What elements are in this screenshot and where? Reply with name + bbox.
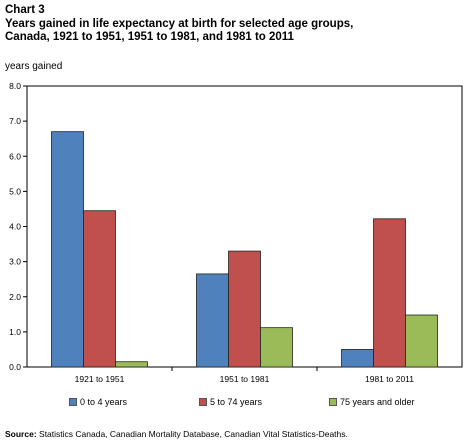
- x-category-label: 1951 to 1981: [220, 374, 270, 384]
- y-tick-label: 6.0: [9, 151, 21, 161]
- bar: [373, 218, 406, 368]
- bar: [115, 361, 148, 368]
- legend-label: 5 to 74 years: [210, 397, 263, 407]
- legend-swatch: [69, 398, 77, 406]
- y-tick-label: 2.0: [9, 292, 21, 302]
- y-tick-label: 3.0: [9, 257, 21, 267]
- bar: [228, 250, 261, 368]
- y-tick-label: 7.0: [9, 116, 21, 126]
- y-tick-label: 4.0: [9, 222, 21, 232]
- bar: [196, 273, 229, 368]
- chart-heading: Chart 3 Years gained in life expectancy …: [5, 4, 353, 45]
- y-tick-label: 5.0: [9, 186, 21, 196]
- legend-label: 75 years and older: [340, 397, 415, 407]
- legend-label: 0 to 4 years: [80, 397, 128, 407]
- legend-item: 75 years and older: [329, 397, 415, 407]
- bar: [260, 327, 293, 368]
- y-tick-label: 0.0: [9, 362, 21, 372]
- legend-swatch: [329, 398, 337, 406]
- x-category-label: 1981 to 2011: [365, 374, 414, 384]
- legend-swatch: [199, 398, 207, 406]
- y-tick-label: 1.0: [9, 327, 21, 337]
- legend-item: 0 to 4 years: [69, 397, 127, 407]
- chart-number: Chart 3: [5, 4, 45, 16]
- chart-title-line-1: Years gained in life expectancy at birth…: [5, 17, 354, 30]
- bar: [83, 210, 116, 368]
- legend-item: 5 to 74 years: [199, 397, 262, 407]
- bar: [341, 349, 374, 368]
- chart-legend: 0 to 4 years 5 to 74 years 75 years and ol…: [0, 394, 474, 414]
- source-text: Statistics Canada, Canadian Mortality Da…: [39, 429, 348, 439]
- y-axis-label: years gained: [5, 61, 63, 72]
- source-label: Source:: [5, 429, 37, 439]
- x-category-label: 1921 to 1951: [75, 374, 125, 384]
- bar: [405, 314, 438, 368]
- source-note: Source: Statistics Canada, Canadian Mort…: [5, 429, 348, 439]
- chart-title-line-2: Canada, 1921 to 1951, 1951 to 1981, and …: [5, 31, 294, 43]
- bar: [51, 131, 84, 368]
- y-tick-label: 8.0: [9, 81, 21, 91]
